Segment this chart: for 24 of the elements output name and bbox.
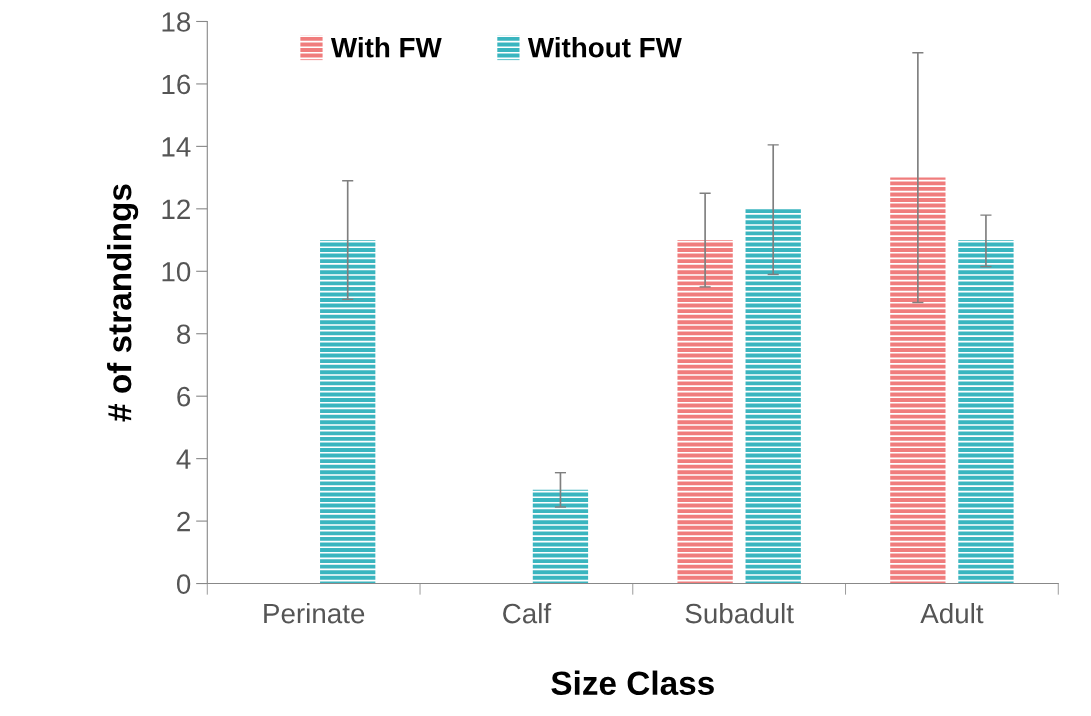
y-tick-label: 12 — [162, 199, 190, 219]
y-tick-label: 16 — [162, 74, 191, 95]
bar — [958, 240, 1014, 584]
legend-label: With FW — [330, 37, 442, 58]
bar — [745, 208, 801, 584]
legend-label: Without FW — [527, 37, 682, 58]
y-tick-label: 18 — [162, 12, 191, 32]
y-tick-label: 0 — [176, 574, 191, 594]
x-tick-label: Adult — [920, 602, 984, 624]
y-tick-label: 6 — [177, 386, 191, 407]
y-tick-label: 14 — [162, 137, 191, 157]
y-tick-label: 2 — [177, 511, 190, 532]
x-axis-title: Size Class — [551, 670, 714, 696]
y-tick-label: 4 — [176, 449, 191, 469]
y-tick-label: 10 — [162, 261, 191, 282]
x-tick-label: Calf — [503, 602, 552, 624]
y-tick-label: 8 — [177, 324, 191, 345]
y-axis-title: # of strandings — [106, 184, 139, 422]
x-tick-label: Perinate — [264, 602, 365, 624]
bar — [532, 489, 589, 584]
x-tick-label: Subadult — [685, 602, 794, 624]
bar — [677, 240, 733, 584]
bar — [890, 177, 946, 584]
bar — [320, 240, 376, 584]
